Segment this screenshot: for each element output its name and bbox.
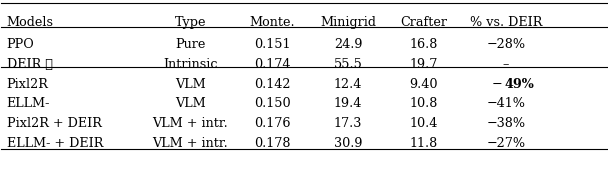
Text: 10.8: 10.8 xyxy=(410,97,438,111)
Text: Pixl2R + DEIR: Pixl2R + DEIR xyxy=(7,117,102,130)
Text: ELLM- + DEIR: ELLM- + DEIR xyxy=(7,137,103,150)
Text: Type: Type xyxy=(174,16,206,29)
Text: Intrinsic: Intrinsic xyxy=(163,58,218,71)
Text: Pure: Pure xyxy=(175,38,206,51)
Text: 0.178: 0.178 xyxy=(254,137,291,150)
Text: DEIR ★: DEIR ★ xyxy=(7,58,53,71)
Text: 0.174: 0.174 xyxy=(254,58,291,71)
Text: PPO: PPO xyxy=(7,38,35,51)
Text: Minigrid: Minigrid xyxy=(320,16,376,29)
Text: −: − xyxy=(492,78,503,91)
Text: 9.40: 9.40 xyxy=(410,78,438,91)
Text: VLM: VLM xyxy=(175,78,206,91)
Text: 0.176: 0.176 xyxy=(254,117,291,130)
Text: −41%: −41% xyxy=(486,97,525,111)
Text: 11.8: 11.8 xyxy=(410,137,438,150)
Text: Pixl2R: Pixl2R xyxy=(7,78,49,91)
Text: 12.4: 12.4 xyxy=(334,78,362,91)
Text: 19.7: 19.7 xyxy=(410,58,438,71)
Text: 24.9: 24.9 xyxy=(334,38,362,51)
Text: −27%: −27% xyxy=(486,137,525,150)
Text: 0.151: 0.151 xyxy=(254,38,291,51)
Text: −28%: −28% xyxy=(486,38,525,51)
Text: 19.4: 19.4 xyxy=(334,97,362,111)
Text: VLM + intr.: VLM + intr. xyxy=(153,117,228,130)
Text: −38%: −38% xyxy=(486,117,525,130)
Text: % vs. DEIR: % vs. DEIR xyxy=(469,16,542,29)
Text: 16.8: 16.8 xyxy=(410,38,438,51)
Text: 0.142: 0.142 xyxy=(254,78,291,91)
Text: VLM: VLM xyxy=(175,97,206,111)
Text: Models: Models xyxy=(7,16,54,29)
Text: Crafter: Crafter xyxy=(400,16,447,29)
Text: 10.4: 10.4 xyxy=(410,117,438,130)
Text: –: – xyxy=(502,58,509,71)
Text: 30.9: 30.9 xyxy=(334,137,362,150)
Text: VLM + intr.: VLM + intr. xyxy=(153,137,228,150)
Text: 55.5: 55.5 xyxy=(334,58,362,71)
Text: Monte.: Monte. xyxy=(249,16,295,29)
Text: ELLM-: ELLM- xyxy=(7,97,50,111)
Text: 0.150: 0.150 xyxy=(254,97,291,111)
Text: 49%: 49% xyxy=(505,78,534,91)
Text: 17.3: 17.3 xyxy=(334,117,362,130)
